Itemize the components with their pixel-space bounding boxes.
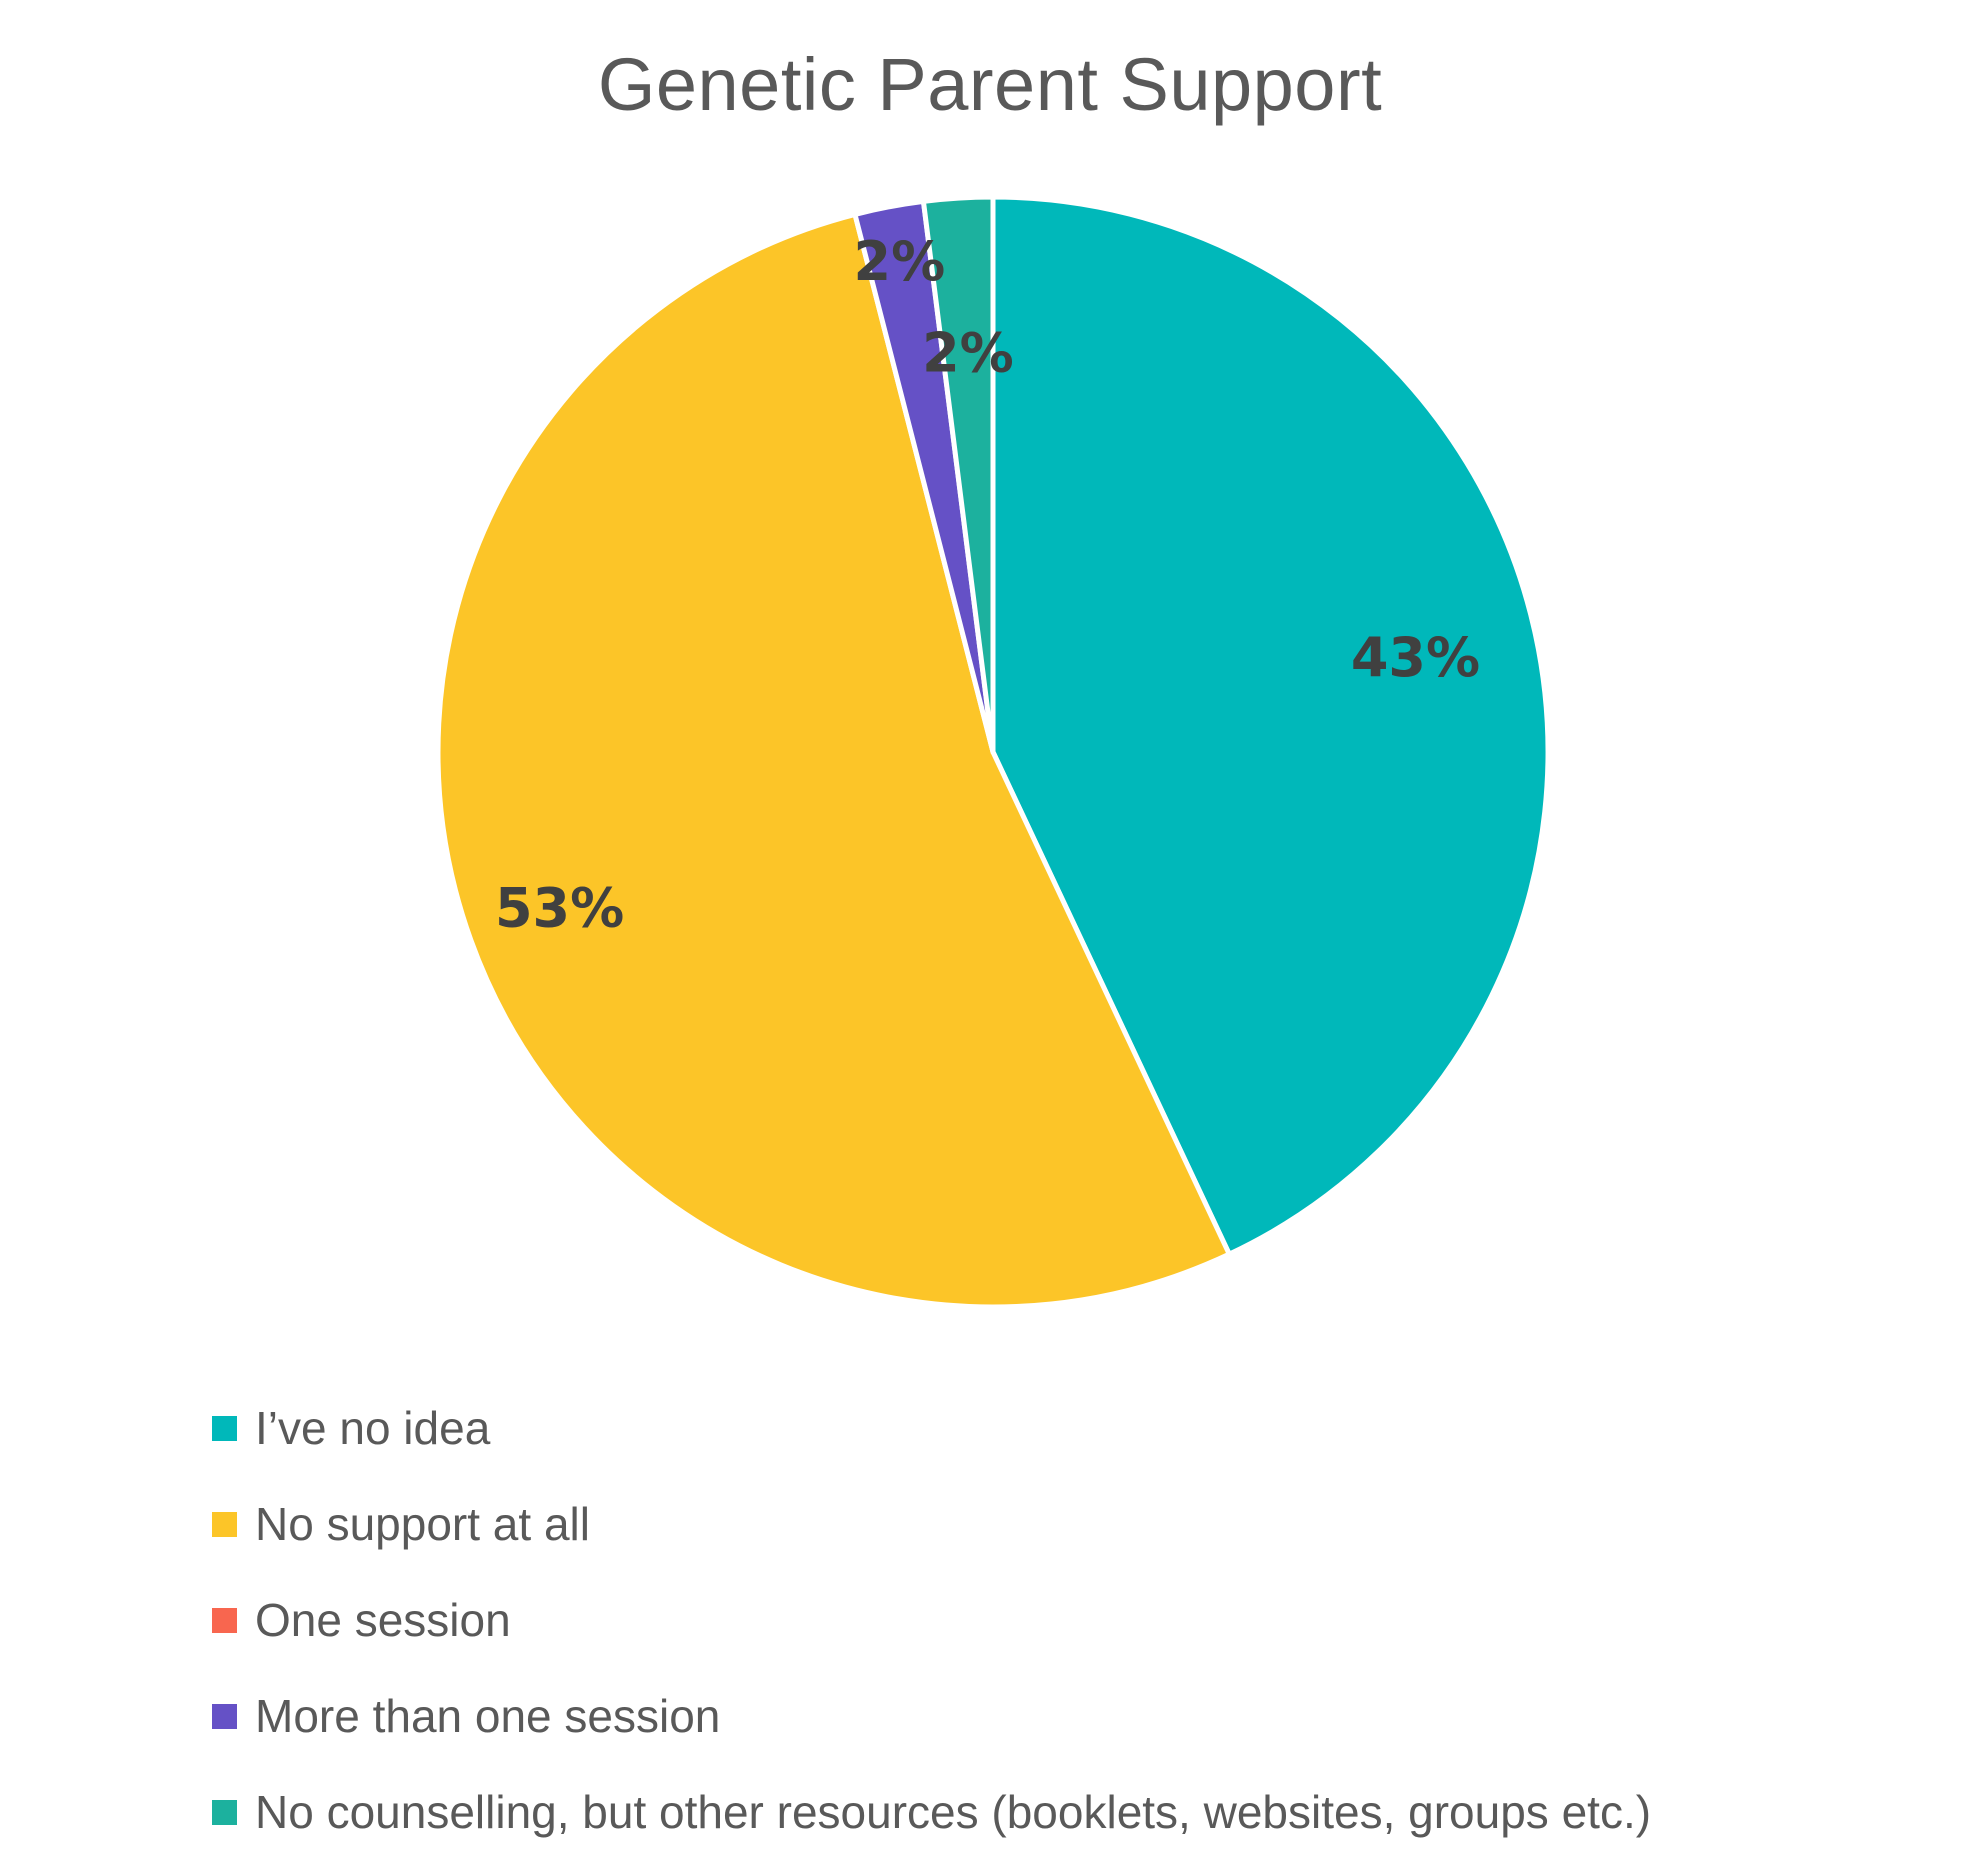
legend-swatch bbox=[212, 1607, 237, 1633]
legend-item-1: No support at all bbox=[212, 1476, 1912, 1572]
pie-slice-0 bbox=[990, 194, 1551, 1257]
data-label-3: 2% bbox=[854, 230, 946, 293]
legend-label: No counselling, but other resources (boo… bbox=[255, 1786, 1652, 1838]
pie-data-labels: 43% 53% 2% 2% bbox=[495, 230, 1480, 940]
legend-item-4: No counselling, but other resources (boo… bbox=[212, 1764, 1912, 1860]
legend-label: I’ve no idea bbox=[255, 1402, 491, 1454]
legend-label: No support at all bbox=[255, 1498, 590, 1550]
pie-slice-4 bbox=[920, 194, 996, 755]
legend-swatch bbox=[212, 1511, 237, 1537]
legend-item-0: I’ve no idea bbox=[212, 1380, 1912, 1476]
pie-slice-1 bbox=[435, 211, 1232, 1310]
data-label-0: 43% bbox=[1351, 626, 1480, 689]
data-label-1: 53% bbox=[495, 877, 624, 940]
legend-swatch bbox=[212, 1799, 237, 1825]
pie-slices bbox=[435, 194, 1551, 1310]
legend: I’ve no idea No support at all One session… bbox=[212, 1380, 1912, 1860]
legend-label: More than one session bbox=[255, 1690, 721, 1742]
chart-title: Genetic Parent Support bbox=[597, 43, 1383, 126]
legend-item-2: One session bbox=[212, 1572, 1912, 1668]
data-label-4: 2% bbox=[922, 322, 1014, 385]
legend-swatch bbox=[212, 1703, 237, 1729]
legend-swatch bbox=[212, 1415, 237, 1441]
legend-item-3: More than one session bbox=[212, 1668, 1912, 1764]
legend-label: One session bbox=[255, 1594, 511, 1646]
